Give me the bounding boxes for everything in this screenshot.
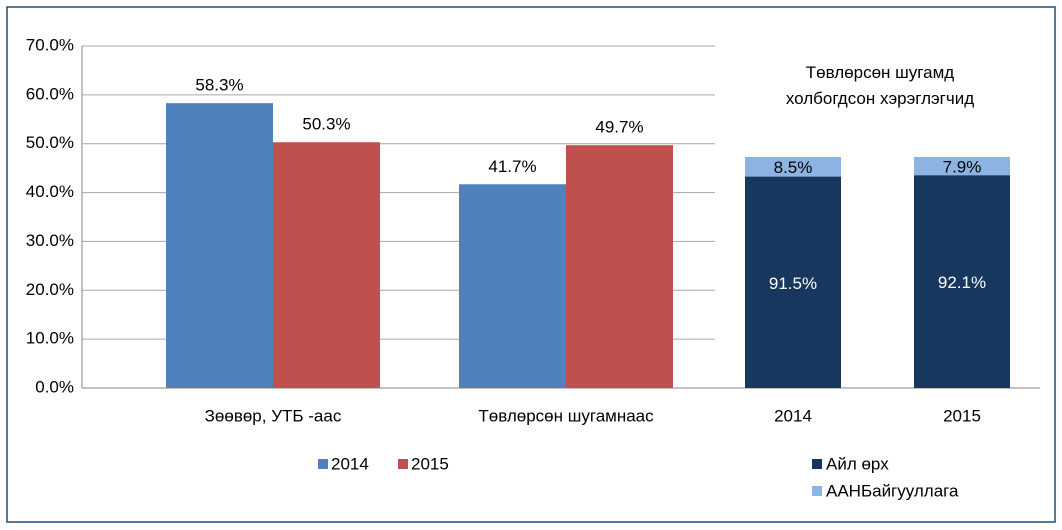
legend-label: 2014 [331,454,369,473]
y-tick-label: 70.0% [26,35,74,54]
bar [166,103,273,389]
bar-segment [745,176,841,388]
bar [566,145,673,388]
legend-label: ААНБайгууллага [826,481,959,500]
legend-swatch [318,459,328,469]
value-label: 7.9% [943,158,982,177]
chart-title: Төвлөрсөн шугамд холбогдсон хэрэглэгчид [785,63,975,108]
value-label: 91.5% [769,274,817,293]
x-tick-label: Төвлөрсөн шугамнаас [478,406,654,425]
bar-segment [914,156,1010,176]
x-tick-label: 2014 [774,406,812,425]
y-tick-label: 30.0% [26,231,74,250]
y-tick-label: 40.0% [26,182,74,201]
y-tick-label: 60.0% [26,84,74,103]
x-tick-label: 2015 [943,406,981,425]
y-tick-label: 20.0% [26,280,74,299]
value-label: 8.5% [774,158,813,177]
value-label: 49.7% [595,118,643,137]
legend-swatch [812,486,822,496]
bar [273,142,380,388]
legend-label: 2015 [411,454,449,473]
bar [459,184,566,388]
legend-swatch [398,459,408,469]
value-label: 41.7% [488,157,536,176]
value-label: 58.3% [195,76,243,95]
y-tick-label: 10.0% [26,329,74,348]
x-tick-label: Зөөвөр, УТБ -аас [205,406,342,425]
value-label: 50.3% [302,115,350,134]
bar-segment [914,175,1010,388]
legend-label: Айл өрх [826,454,889,473]
legend-swatch [812,459,822,469]
y-tick-label: 50.0% [26,133,74,152]
bar-segment [745,156,841,177]
y-tick-label: 0.0% [35,377,74,396]
value-label: 92.1% [938,273,986,292]
